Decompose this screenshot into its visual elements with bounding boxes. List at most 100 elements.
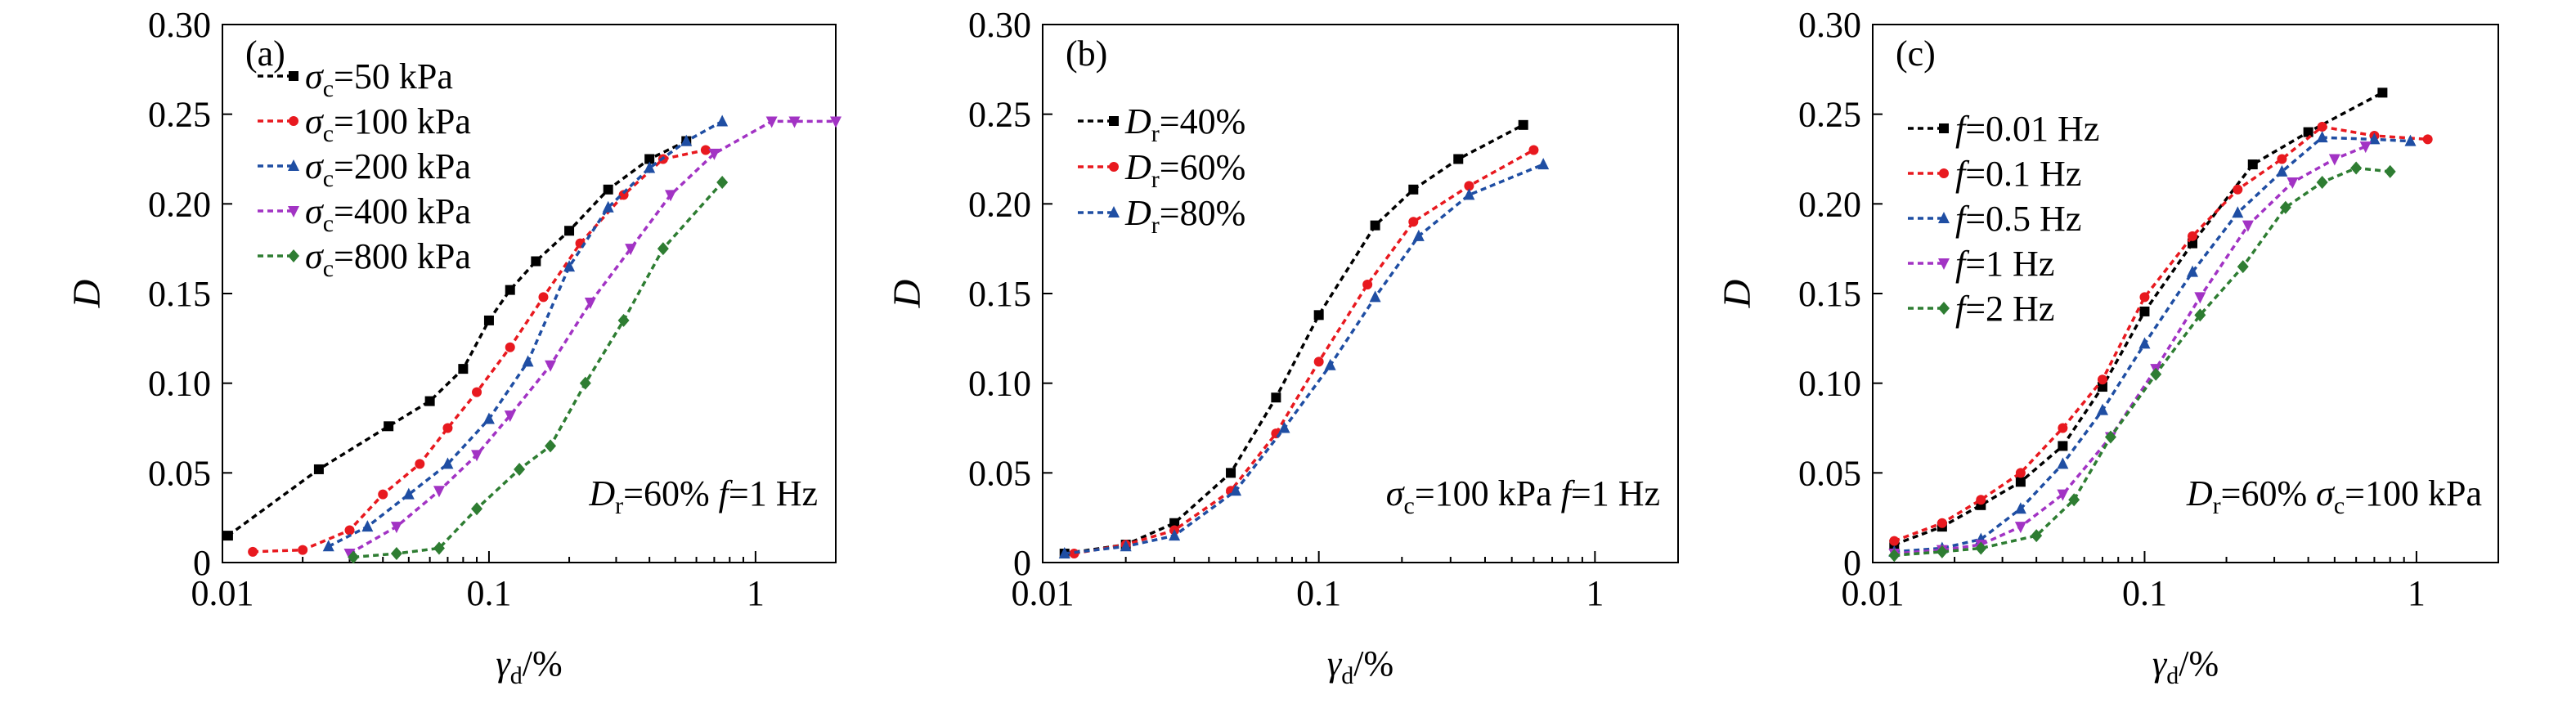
data-point	[2377, 87, 2388, 98]
legend-marker	[1108, 206, 1120, 217]
data-point	[2359, 141, 2372, 154]
x-tick-label: 0.1	[1296, 573, 1341, 613]
y-tick-label: 0.25	[1798, 95, 1861, 135]
data-point	[505, 285, 515, 295]
data-point	[2031, 529, 2043, 543]
data-point	[1370, 220, 1380, 231]
data-point	[2276, 164, 2288, 177]
data-point	[788, 116, 801, 128]
series-2	[1889, 122, 2433, 546]
legend-entry: σc=400 kPa	[258, 191, 471, 237]
data-point	[2368, 132, 2381, 145]
legend-marker	[289, 71, 298, 81]
y-tick-label: 0.05	[1798, 453, 1861, 493]
data-point	[657, 242, 669, 256]
x-tick-label: 1	[747, 573, 765, 613]
x-tick-label: 0.1	[466, 573, 511, 613]
data-point	[1169, 529, 1181, 541]
y-tick-label: 0.20	[968, 184, 1031, 224]
data-point	[765, 116, 778, 128]
data-point	[1120, 540, 1132, 552]
x-tick-label: 0.01	[191, 573, 254, 613]
data-point	[472, 387, 482, 397]
y-tick-label: 0.05	[148, 453, 211, 493]
data-point	[361, 520, 374, 532]
data-point	[716, 114, 729, 127]
data-point	[1936, 545, 1948, 558]
panel-label: (a)	[245, 34, 285, 74]
y-tick-label: 0.20	[1798, 184, 1861, 224]
series-4	[343, 116, 841, 561]
legend-entry: Dr=40%	[1078, 101, 1245, 147]
data-point	[2277, 154, 2287, 164]
legend-marker	[1109, 162, 1119, 172]
data-point	[1936, 518, 1947, 528]
legend-entry: Dr=60%	[1078, 147, 1245, 193]
y-tick-label: 0.05	[968, 453, 1031, 493]
data-point	[2242, 220, 2254, 232]
legend-label: Dr=40%	[1124, 101, 1245, 147]
data-point	[2317, 122, 2327, 132]
data-point	[2194, 308, 2206, 322]
data-point	[1278, 421, 1290, 433]
legend-label: f=2 Hz	[1955, 289, 2054, 329]
data-point	[2233, 184, 2243, 195]
data-point	[2328, 154, 2340, 166]
legend-marker	[289, 116, 298, 126]
data-point	[2139, 306, 2150, 316]
data-point	[2057, 457, 2069, 469]
legend-entry: Dr=80%	[1078, 193, 1245, 239]
data-point	[617, 313, 630, 327]
data-point	[644, 161, 656, 173]
data-point	[644, 154, 655, 164]
legend-entry: σc=50 kPa	[258, 56, 453, 102]
data-point	[563, 260, 576, 272]
data-point	[1464, 181, 1474, 191]
legend-label: f=0.1 Hz	[1955, 154, 2081, 194]
series-line	[227, 140, 688, 537]
legend-label: σc=100 kPa	[305, 101, 471, 147]
x-tick-label: 0.1	[2122, 573, 2167, 613]
data-point	[664, 190, 676, 202]
data-point	[1226, 468, 1236, 478]
data-point	[584, 297, 596, 309]
condition-annotation: Dr=60% σc=100 kPa	[2186, 473, 2482, 519]
x-tick-label: 1	[1586, 573, 1604, 613]
data-point	[378, 489, 388, 500]
legend-label: σc=400 kPa	[305, 191, 471, 237]
data-point	[2058, 423, 2068, 433]
data-point	[1412, 229, 1425, 241]
series-line	[1894, 145, 2367, 555]
data-point	[471, 450, 483, 462]
data-point	[483, 315, 494, 325]
y-tick-label: 0.25	[148, 95, 211, 135]
data-point	[1362, 280, 1373, 290]
series-line	[353, 181, 724, 559]
data-point	[716, 176, 729, 190]
data-point	[442, 457, 454, 469]
y-tick-label: 0	[1843, 543, 1861, 583]
y-tick-label: 0.30	[968, 5, 1031, 45]
legend-marker	[1938, 212, 1950, 223]
data-point	[348, 550, 360, 564]
legend-marker	[288, 249, 299, 262]
data-point	[538, 292, 549, 303]
data-point	[1271, 392, 1281, 403]
data-point	[2287, 177, 2299, 190]
data-point	[2058, 441, 2068, 451]
data-point	[514, 462, 526, 476]
data-point	[625, 244, 637, 256]
data-point	[1888, 549, 1901, 563]
data-point	[2104, 430, 2116, 444]
data-point	[442, 423, 453, 433]
y-tick-label: 0.15	[148, 274, 211, 314]
data-point	[2422, 134, 2433, 145]
legend-entry: f=2 Hz	[1908, 289, 2054, 329]
data-point	[603, 184, 613, 195]
data-point	[2097, 382, 2107, 392]
y-tick-label: 0.10	[1798, 364, 1861, 404]
legend-entry: f=0.5 Hz	[1908, 199, 2081, 239]
legend-entry: f=0.1 Hz	[1908, 154, 2081, 194]
data-point	[2068, 493, 2080, 507]
